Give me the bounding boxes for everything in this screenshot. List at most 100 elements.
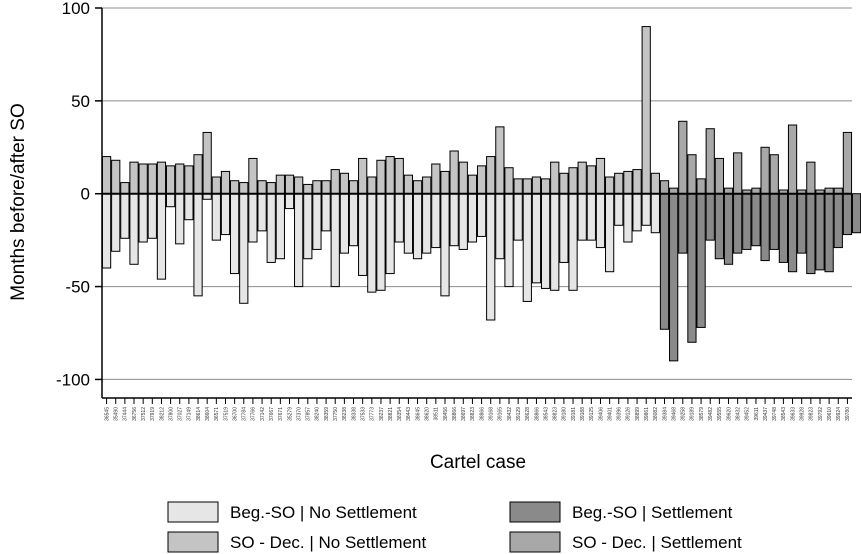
bar — [513, 178, 523, 195]
x-tick-label: 38082 — [653, 407, 659, 421]
bar — [467, 174, 478, 195]
x-tick-label: 38432 — [507, 407, 513, 421]
bar — [156, 193, 167, 280]
bar — [147, 193, 157, 239]
bar — [522, 178, 532, 195]
bar — [842, 131, 853, 195]
x-tick-label: 39406 — [598, 407, 604, 421]
bar — [486, 193, 496, 321]
bar — [568, 193, 578, 291]
bar — [376, 159, 386, 195]
gridlines — [102, 7, 852, 380]
legend-label: SO - Dec. | No Settlement — [230, 533, 426, 552]
x-tick-label: 39165 — [498, 407, 504, 421]
x-tick-label: 38240 — [315, 407, 321, 421]
bar — [165, 193, 176, 208]
bar — [696, 178, 706, 195]
bar — [385, 156, 395, 195]
bar — [248, 193, 258, 243]
axes — [95, 7, 852, 404]
bar — [751, 193, 761, 247]
bar — [394, 157, 404, 195]
bar — [504, 167, 514, 195]
bar — [559, 172, 569, 195]
bar — [760, 193, 770, 262]
bar — [339, 172, 349, 195]
legend-swatch — [509, 501, 561, 523]
bar — [586, 165, 596, 195]
legend-label: Beg.-SO | No Settlement — [230, 503, 417, 522]
bar — [467, 193, 478, 243]
x-tick-label: 38899 — [635, 407, 641, 421]
x-tick-label: 38511 — [434, 407, 440, 421]
bar — [211, 176, 221, 195]
x-tick-label: 39610 — [827, 407, 833, 421]
bar — [778, 193, 789, 263]
bar — [486, 156, 496, 195]
bar — [806, 193, 816, 275]
bar — [230, 193, 240, 275]
bar — [330, 193, 340, 288]
x-tick-label: 39168 — [489, 407, 495, 421]
x-tick-label: 37750 — [333, 407, 339, 421]
bar — [129, 161, 139, 195]
x-tick-label: 38866 — [452, 407, 458, 421]
bar — [312, 180, 322, 195]
bar — [321, 180, 331, 195]
bar — [257, 193, 267, 232]
x-tick-label: 37519 — [223, 407, 229, 421]
bar — [623, 193, 633, 243]
bar — [284, 193, 295, 210]
bar — [678, 120, 688, 195]
bar — [239, 182, 249, 195]
x-tick-label: 37671 — [278, 407, 284, 421]
bar — [330, 169, 340, 195]
bar — [769, 193, 779, 250]
bar — [440, 170, 450, 195]
bar — [586, 193, 596, 241]
bar — [595, 193, 606, 249]
x-tick-label: 37667 — [269, 407, 275, 421]
bar — [376, 193, 386, 291]
bar — [787, 193, 798, 273]
y-axis-title: Months before/after SO — [8, 103, 29, 301]
bar — [193, 193, 203, 297]
y-tick-label: 50 — [71, 92, 90, 111]
x-tick-label: 38212 — [159, 407, 165, 421]
bar — [550, 193, 560, 291]
bar — [367, 176, 377, 195]
bar — [294, 193, 304, 288]
x-tick-label: 38237 — [379, 407, 385, 421]
bar — [449, 150, 459, 195]
bar — [504, 193, 514, 288]
x-tick-label: 35490 — [114, 407, 120, 421]
x-tick-label: 39482 — [708, 407, 714, 421]
legend-swatch — [167, 501, 219, 523]
bar — [367, 193, 377, 293]
bar — [385, 193, 395, 275]
bar — [138, 163, 148, 195]
x-tick-label: 37027 — [178, 407, 184, 421]
x-tick-label: 39129 — [516, 407, 522, 421]
bar — [522, 193, 532, 302]
bar — [760, 146, 770, 195]
bar — [531, 176, 542, 195]
bar — [614, 172, 624, 195]
x-tick-label: 37857 — [306, 407, 312, 421]
bar — [184, 165, 194, 195]
x-tick-label: 38354 — [397, 407, 403, 421]
x-tick-label: 38543 — [781, 407, 787, 421]
bar — [111, 159, 121, 195]
bar — [220, 170, 231, 195]
bar — [193, 154, 203, 195]
bar — [211, 193, 221, 241]
bar — [266, 182, 276, 195]
bar — [348, 193, 359, 247]
bar — [614, 193, 624, 226]
bar — [403, 193, 414, 254]
bar — [605, 176, 615, 195]
bar — [742, 193, 752, 250]
x-tick-label: 38579 — [699, 407, 705, 421]
bar — [851, 193, 861, 234]
